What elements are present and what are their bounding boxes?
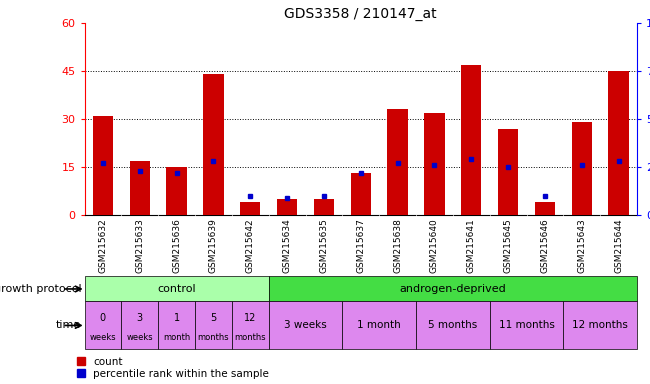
Bar bbox=[314, 199, 334, 215]
Text: androgen-deprived: androgen-deprived bbox=[400, 284, 506, 294]
Text: 1: 1 bbox=[174, 313, 179, 323]
Text: 11 months: 11 months bbox=[499, 320, 554, 331]
Title: GDS3358 / 210147_at: GDS3358 / 210147_at bbox=[285, 7, 437, 21]
Bar bbox=[461, 65, 482, 215]
Bar bbox=[84, 301, 122, 349]
Bar bbox=[350, 174, 371, 215]
Bar bbox=[93, 116, 113, 215]
Text: growth protocol: growth protocol bbox=[0, 284, 81, 294]
Bar bbox=[564, 301, 637, 349]
Bar bbox=[268, 301, 343, 349]
Text: time: time bbox=[56, 320, 81, 331]
Bar bbox=[129, 161, 150, 215]
Text: weeks: weeks bbox=[90, 333, 116, 342]
Text: 0: 0 bbox=[100, 313, 106, 323]
Text: GSM215633: GSM215633 bbox=[135, 218, 144, 273]
Text: control: control bbox=[157, 284, 196, 294]
Bar bbox=[277, 199, 297, 215]
Text: weeks: weeks bbox=[127, 333, 153, 342]
Bar bbox=[158, 301, 195, 349]
Bar bbox=[203, 74, 224, 215]
Text: 5: 5 bbox=[211, 313, 216, 323]
Text: GSM215644: GSM215644 bbox=[614, 218, 623, 273]
Text: 1 month: 1 month bbox=[358, 320, 401, 331]
Bar bbox=[232, 301, 268, 349]
Text: GSM215641: GSM215641 bbox=[467, 218, 476, 273]
Bar bbox=[343, 301, 416, 349]
Bar bbox=[424, 113, 445, 215]
Text: GSM215632: GSM215632 bbox=[98, 218, 107, 273]
Bar bbox=[571, 122, 592, 215]
Text: GSM215634: GSM215634 bbox=[283, 218, 292, 273]
Text: 3 weeks: 3 weeks bbox=[284, 320, 327, 331]
Text: GSM215637: GSM215637 bbox=[356, 218, 365, 273]
Bar bbox=[416, 301, 489, 349]
Text: GSM215638: GSM215638 bbox=[393, 218, 402, 273]
Bar bbox=[268, 276, 637, 301]
Text: GSM215643: GSM215643 bbox=[577, 218, 586, 273]
Text: 12 months: 12 months bbox=[572, 320, 628, 331]
Bar bbox=[195, 301, 232, 349]
Text: months: months bbox=[235, 333, 266, 342]
Text: 3: 3 bbox=[136, 313, 143, 323]
Text: GSM215645: GSM215645 bbox=[504, 218, 513, 273]
Bar bbox=[166, 167, 187, 215]
Bar bbox=[498, 129, 518, 215]
Text: GSM215646: GSM215646 bbox=[540, 218, 549, 273]
Text: 5 months: 5 months bbox=[428, 320, 478, 331]
Bar bbox=[122, 301, 158, 349]
Bar bbox=[608, 71, 629, 215]
Text: GSM215636: GSM215636 bbox=[172, 218, 181, 273]
Text: GSM215640: GSM215640 bbox=[430, 218, 439, 273]
Bar bbox=[387, 109, 408, 215]
Text: months: months bbox=[198, 333, 229, 342]
Bar bbox=[535, 202, 555, 215]
Text: month: month bbox=[163, 333, 190, 342]
Legend: count, percentile rank within the sample: count, percentile rank within the sample bbox=[77, 357, 269, 379]
Text: 12: 12 bbox=[244, 313, 257, 323]
Text: GSM215635: GSM215635 bbox=[319, 218, 328, 273]
Text: GSM215642: GSM215642 bbox=[246, 218, 255, 273]
Bar bbox=[240, 202, 261, 215]
Text: GSM215639: GSM215639 bbox=[209, 218, 218, 273]
Bar bbox=[489, 301, 564, 349]
Bar bbox=[84, 276, 268, 301]
